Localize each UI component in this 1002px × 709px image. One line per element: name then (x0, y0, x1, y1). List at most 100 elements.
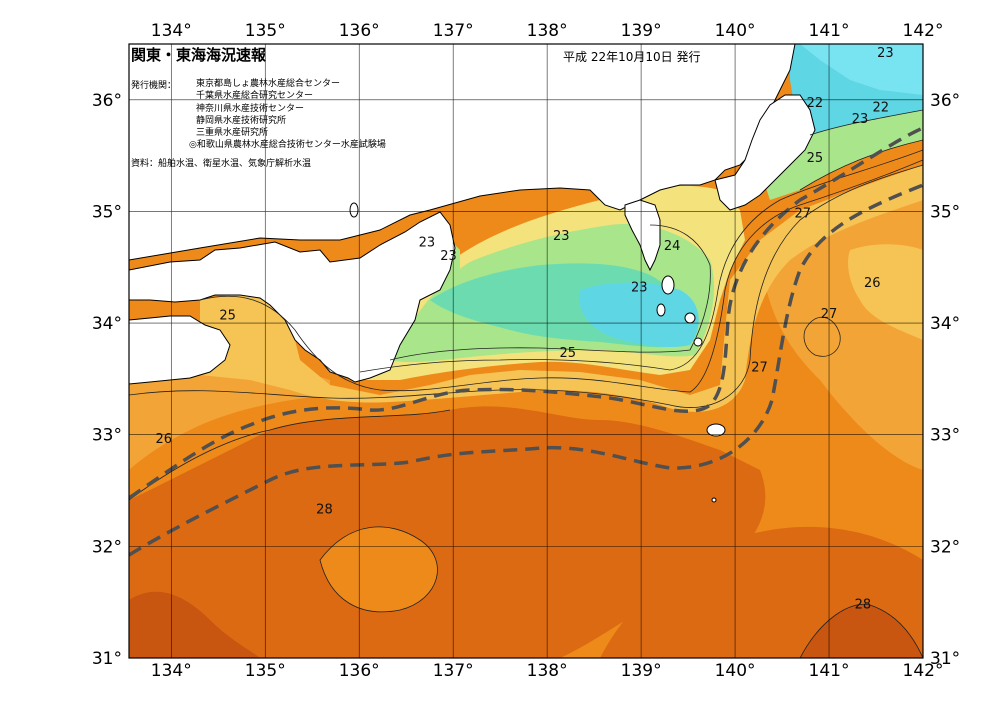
isotherm-28-line-east (799, 603, 923, 658)
isotherm-label: 24 (664, 239, 681, 254)
longitude-tick-label: 140° (715, 21, 756, 41)
isotherm-label: 23 (877, 46, 894, 61)
island-niijima (656, 303, 666, 317)
longitude-tick-label: 136° (339, 21, 380, 41)
isotherm-label: 22 (807, 96, 824, 111)
longitude-tick-label: 139° (621, 21, 662, 41)
graticule (129, 44, 923, 658)
map-body (129, 44, 923, 658)
issuers-list: 東京都島しょ農林水産総合センター 千葉県水産総合研究センター 神奈川県水産技術セ… (189, 78, 386, 152)
sea-zone-26-west (129, 365, 330, 470)
isotherm-label: 23 (852, 112, 869, 127)
issuer-item: 静岡県水産技術研究所 (196, 115, 287, 126)
isotherm-label: 25 (219, 308, 236, 323)
sea-zone-25-east (848, 244, 923, 340)
latitude-tick-label: 36° (930, 91, 960, 111)
sea-zone-21-gulf (579, 282, 699, 348)
isotherm-label: 26 (864, 276, 881, 291)
latitude-tick-label: 34° (930, 314, 960, 334)
isotherm-22-tokyo (809, 109, 923, 136)
isotherm-27-loop (319, 526, 438, 613)
isotherm-label: 25 (807, 151, 824, 166)
isotherm-label: 22 (872, 101, 889, 116)
issuer-item: 三重県水産研究所 (196, 128, 269, 139)
isotherm-label: 27 (751, 361, 768, 376)
latitude-tick-label: 34° (92, 314, 122, 334)
latitude-tick-label: 33° (930, 426, 960, 446)
latitude-right-labels: 36° 35° 34° 33° 32° 31° (930, 91, 960, 669)
isotherm-28-line-west (129, 409, 451, 501)
isotherm-label: 27 (821, 307, 838, 322)
latitude-tick-label: 35° (92, 202, 122, 222)
longitude-bottom-labels: 134° 135° 136° 137° 138° 139° 140° 141° 142° (151, 661, 944, 681)
isotherm-label: 28 (316, 503, 333, 518)
sea-zone-25-coast (200, 165, 923, 412)
latitude-left-labels: 36° 35° 34° 33° 32° 31° (92, 91, 122, 669)
island-kozushima (684, 312, 696, 324)
island-aogashima (711, 497, 717, 503)
latitude-tick-label: 35° (930, 202, 960, 222)
issuer-item: ◎和歌山県農林水産総合技術センター水産試験場 (189, 140, 386, 151)
longitude-tick-label: 134° (151, 21, 192, 41)
latitude-tick-label: 32° (930, 537, 960, 557)
isotherm-24-line (389, 224, 711, 361)
issue-date: 平成 22年10月10日 発行 (563, 50, 701, 64)
isotherm-label: 27 (794, 207, 811, 222)
kuroshio-axis-south (129, 183, 923, 557)
land-boso-peninsula (714, 94, 816, 211)
longitude-tick-label: 135° (245, 21, 286, 41)
longitude-tick-label: 137° (433, 21, 474, 41)
longitude-tick-label: 140° (715, 661, 756, 681)
isotherm-23-tokyo (799, 139, 923, 191)
kuroshio-axis (129, 126, 923, 557)
longitude-tick-label: 135° (245, 661, 286, 681)
island-hachijojima (706, 423, 726, 437)
longitude-tick-label: 142° (903, 21, 944, 41)
land-shikoku (129, 315, 231, 385)
isotherm-label: 25 (560, 346, 577, 361)
latitude-tick-label: 33° (92, 426, 122, 446)
issuer-item: 神奈川県水産技術センター (196, 103, 305, 114)
map-frame (128, 43, 924, 659)
latitude-tick-label: 36° (92, 91, 122, 111)
isotherm-28-loop (803, 317, 841, 357)
isotherm-25-line (359, 149, 923, 373)
latitude-tick-label: 31° (92, 649, 122, 669)
latitude-tick-label: 31° (930, 649, 960, 669)
isotherm-26-line (199, 159, 923, 393)
isotherm-label: 26 (155, 432, 172, 447)
land-kii-peninsula (129, 211, 456, 383)
sea-zone-27-west (129, 422, 270, 500)
sea-zone-20-tokyo (800, 44, 923, 95)
longitude-tick-label: 137° (433, 661, 474, 681)
kuroshio-axis-north (129, 126, 923, 500)
issuer-item: 千葉県水産総合研究センター (196, 91, 314, 102)
longitude-top-labels: 134° 135° 136° 137° 138° 139° 140° 141° 142° (151, 21, 944, 41)
longitude-tick-label: 142° (903, 661, 944, 681)
isotherm-label: 28 (855, 597, 872, 612)
latitude-tick-label: 32° (92, 537, 122, 557)
longitude-tick-label: 138° (527, 21, 568, 41)
island-awaji (349, 202, 359, 218)
map-title: 関東・東海海況速報 (131, 46, 267, 64)
longitude-tick-label: 138° (527, 661, 568, 681)
island-oshima (661, 275, 675, 295)
longitude-tick-label: 136° (339, 661, 380, 681)
longitude-tick-label: 141° (809, 661, 850, 681)
issuers-label: 発行機関： (131, 81, 177, 91)
longitude-tick-label: 139° (621, 661, 662, 681)
isotherm-label: 23 (440, 249, 457, 264)
isotherm-label: 23 (419, 236, 436, 251)
isotherm-lines (129, 109, 923, 658)
sea-zone-28-deep (129, 591, 260, 658)
longitude-tick-label: 141° (809, 21, 850, 41)
data-sources: 資料：船舶水温、衛星水温、気象庁解析水温 (131, 159, 312, 169)
issuer-item: 東京都島しょ農林水産総合センター (196, 79, 341, 89)
isotherm-label: 23 (553, 229, 570, 244)
sea-zone-27-patch (320, 526, 438, 612)
land-izu-peninsula (624, 199, 661, 272)
longitude-tick-label: 134° (151, 661, 192, 681)
sea-zone-28-deep-east (800, 604, 923, 658)
